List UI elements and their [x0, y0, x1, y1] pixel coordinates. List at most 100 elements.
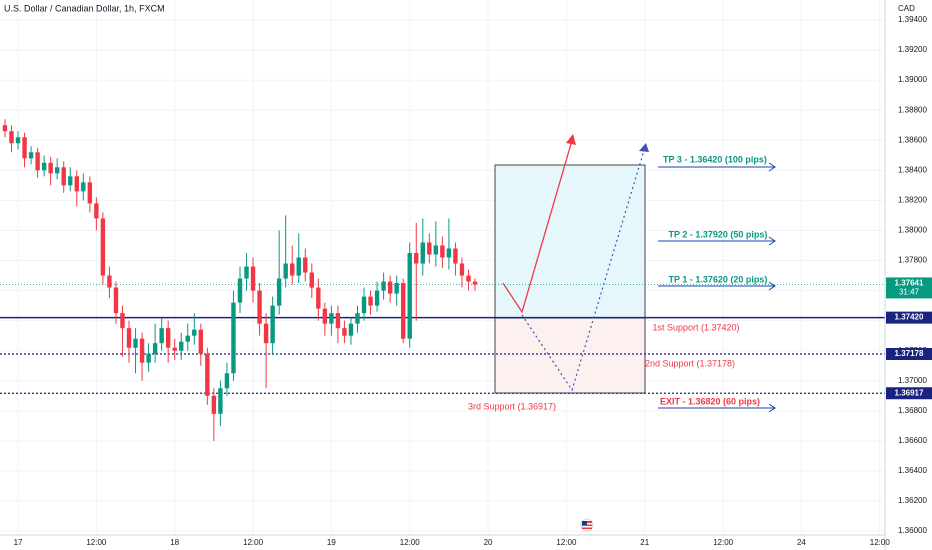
x-tick-label: 12:00	[713, 538, 734, 547]
level-label: 1.37420	[895, 313, 924, 322]
candle-body	[152, 343, 158, 354]
candle-body	[126, 328, 132, 348]
candle-body	[133, 338, 138, 348]
countdown: 31:47	[899, 288, 920, 297]
y-tick-label: 1.36000	[898, 526, 927, 535]
candle-body	[231, 302, 236, 374]
annotation: TP 2 - 1.37920 (50 pips)	[669, 229, 768, 239]
candle-body	[54, 167, 60, 174]
candle-body	[290, 263, 295, 276]
candle-body	[185, 335, 190, 342]
candle-body	[459, 263, 465, 276]
candle-body	[466, 275, 471, 282]
candle-body	[41, 162, 47, 171]
currency: CAD	[898, 4, 915, 13]
x-tick-label: 12:00	[400, 538, 421, 547]
candle-body	[159, 328, 164, 344]
arrow-head	[639, 143, 649, 152]
tp-arrows	[658, 162, 776, 413]
candle-body	[387, 281, 393, 294]
x-tick-label: 17	[14, 538, 23, 547]
last-price-label: 1.37641	[895, 279, 924, 288]
candle-body	[335, 313, 341, 329]
level-tag	[886, 348, 932, 361]
level-tag	[886, 387, 932, 400]
y-tick-label: 1.36600	[898, 436, 927, 445]
candle-body	[322, 308, 328, 324]
y-tick-label: 1.38400	[898, 165, 927, 174]
candle-body	[146, 353, 151, 363]
x-tick-label: 18	[170, 538, 179, 547]
stop-zone	[494, 317, 646, 394]
y-tick-label: 1.37000	[898, 376, 927, 385]
y-tick-label: 1.36800	[898, 406, 927, 415]
candle-body	[414, 252, 419, 264]
candle-body	[407, 252, 412, 339]
target-zone	[494, 164, 646, 319]
candle-body	[165, 328, 171, 348]
candle-body	[427, 242, 432, 255]
y-tick-label: 1.39200	[898, 45, 927, 54]
y-tick-label: 1.38800	[898, 105, 927, 114]
candle-body	[179, 341, 184, 351]
candle-body	[440, 245, 445, 258]
x-tick-label: 24	[797, 538, 806, 547]
candle-body	[113, 287, 119, 314]
candle-body	[433, 245, 439, 255]
x-tick-label: 12:00	[86, 538, 107, 547]
y-tick-label: 1.38000	[898, 226, 927, 235]
candle-body	[420, 242, 425, 264]
candle-body	[68, 176, 73, 186]
annotation: TP 3 - 1.36420 (100 pips)	[663, 154, 767, 164]
y-tick-label: 1.36200	[898, 496, 927, 505]
candle-body	[120, 313, 125, 329]
annotation: 1st Support (1.37420)	[652, 322, 739, 332]
candle-body	[211, 395, 217, 414]
level-label: 1.37178	[895, 349, 924, 358]
bull-path	[502, 136, 574, 314]
x-tick-label: 12:00	[243, 538, 264, 547]
annotation: 3rd Support (1.36917)	[468, 401, 556, 411]
x-tick-label: 19	[327, 538, 336, 547]
level-label: 1.36917	[895, 388, 924, 397]
event-icon	[580, 518, 594, 532]
candle-body	[257, 290, 262, 324]
y-tick-label: 1.39000	[898, 75, 927, 84]
levels	[0, 284, 885, 394]
candle-body	[237, 278, 243, 303]
candle-body	[361, 296, 367, 314]
y-tick-label: 1.36400	[898, 466, 927, 475]
candle-body	[107, 275, 112, 288]
candle-body	[446, 248, 452, 258]
axes: 1.39400 1.39200 1.39000 1.38800 1.38600 1.384…	[14, 15, 932, 547]
candle-body	[309, 272, 314, 288]
candle-body	[381, 281, 386, 291]
y-tick-label: 1.38200	[898, 195, 927, 204]
candle-body	[400, 283, 406, 339]
candle-body	[15, 137, 21, 144]
candle-body	[198, 329, 204, 354]
candle-body	[244, 266, 249, 279]
candle-body	[139, 338, 145, 363]
candle-body	[453, 248, 458, 264]
candle-body	[368, 296, 373, 306]
candle-body	[74, 176, 79, 192]
x-tick-label: 20	[484, 538, 493, 547]
candle-body	[342, 328, 347, 336]
candle-body	[250, 266, 256, 291]
candles	[2, 119, 478, 441]
candle-body	[218, 388, 223, 414]
candle-body	[192, 329, 197, 336]
candle-body	[316, 287, 321, 309]
candle-body	[2, 125, 8, 132]
arrow-head	[566, 134, 576, 145]
candle-body	[355, 313, 360, 324]
y-tick-label: 1.39400	[898, 15, 927, 24]
last-price-tag	[886, 277, 932, 299]
candle-body	[61, 167, 66, 186]
y-tick-label: 1.38600	[898, 135, 927, 144]
candle-body	[28, 152, 34, 159]
grid	[0, 0, 885, 535]
candle-body	[472, 281, 478, 285]
